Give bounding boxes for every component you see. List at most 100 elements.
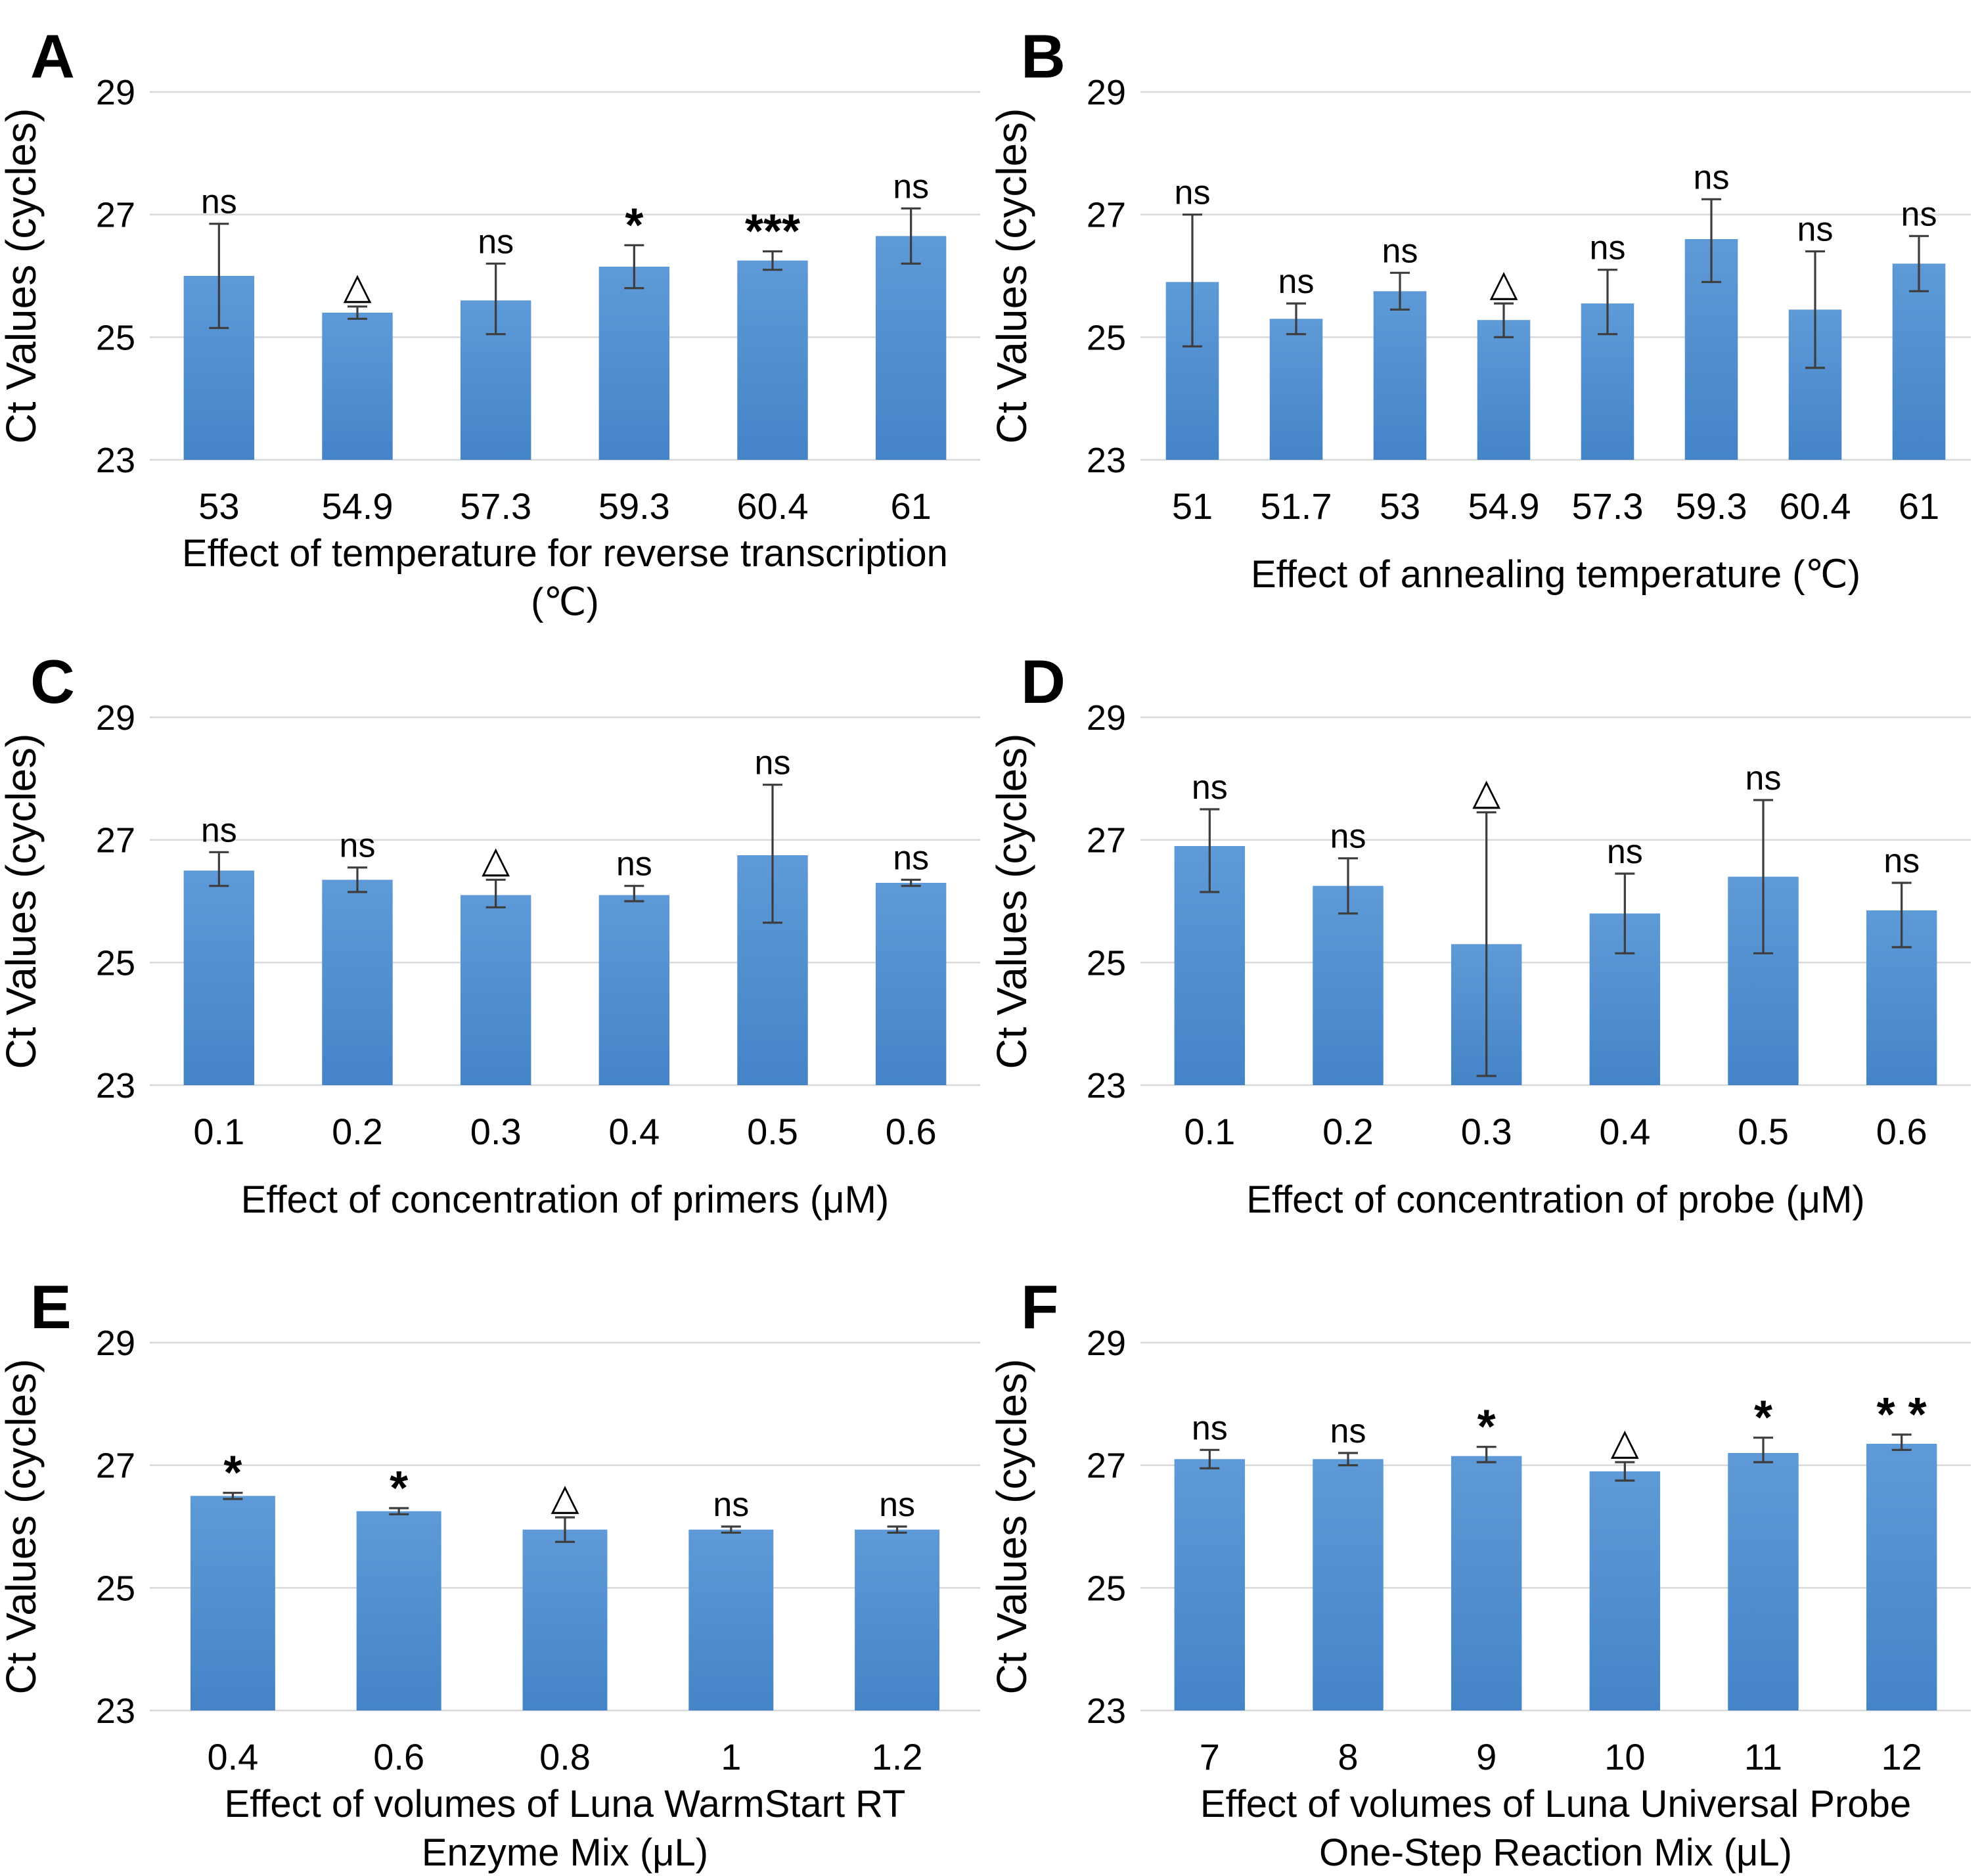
x-axis-tick-label: 11 xyxy=(1744,1736,1782,1777)
bar xyxy=(1373,291,1427,460)
bar xyxy=(1728,1453,1799,1710)
significance-label: ns xyxy=(1694,158,1730,196)
chart-reaction-mix-volume: F 23 25 27 29 Ct Values (cycles) ns 7 ns 8 * 9 △ 10 * 1… xyxy=(991,1272,1971,1874)
y-axis-tick-label: 27 xyxy=(96,1446,135,1486)
x-axis-tick-label: 0.6 xyxy=(886,1111,937,1152)
chart-primer-concentration: C 23 25 27 29 Ct Values (cycles) ns 0.1 ns 0.2 △ 0.… xyxy=(0,647,980,1221)
significance-label: ns xyxy=(1590,229,1626,267)
optimum-triangle-marker: △ xyxy=(551,1476,579,1517)
panel-b: B 23 25 27 29 Ct Values (cycles) ns 51 ns 51.7 ns 5… xyxy=(991,0,1982,625)
significance-label: ns xyxy=(1607,833,1643,871)
significance-label: ns xyxy=(1192,1409,1228,1447)
bar xyxy=(598,267,670,460)
bar xyxy=(688,1529,774,1710)
panel-f: F 23 25 27 29 Ct Values (cycles) ns 7 ns 8 * 9 △ 10 * 1… xyxy=(991,1251,1982,1876)
optimum-triangle-marker: △ xyxy=(343,265,371,307)
significance-label: ns xyxy=(1883,842,1920,880)
significance-label: ns xyxy=(1278,263,1315,301)
y-axis-tick-label: 25 xyxy=(1087,1569,1126,1608)
bar xyxy=(1866,1444,1937,1710)
panel-c: C 23 25 27 29 Ct Values (cycles) ns 0.1 ns 0.2 △ 0.… xyxy=(0,625,991,1251)
y-axis-tick-label: 25 xyxy=(1087,943,1126,983)
x-axis-tick-label: 12 xyxy=(1881,1736,1922,1777)
y-axis-tick-label: 23 xyxy=(96,1066,135,1106)
x-axis-tick-label: 54.9 xyxy=(322,485,394,527)
significance-label: ns xyxy=(1797,211,1834,249)
panel-letter: B xyxy=(1021,22,1066,91)
bar xyxy=(522,1529,608,1710)
y-axis-tick-label: 25 xyxy=(96,943,135,983)
panel-a: A 23 25 27 29 Ct Values (cycles) ns 53 △ 54.9 ns 57… xyxy=(0,0,991,625)
significance-label: ns xyxy=(755,744,791,782)
x-axis-title: Effect of annealing temperature (℃) xyxy=(1251,553,1860,596)
x-axis-title: (℃) xyxy=(531,581,599,623)
chart-annealing-temperature: B 23 25 27 29 Ct Values (cycles) ns 51 ns 51.7 ns 5… xyxy=(991,22,1971,596)
x-axis-tick-label: 60.4 xyxy=(737,485,809,527)
panel-e: E 23 25 27 29 Ct Values (cycles) * 0.4 * 0.6 △ 0.8 n… xyxy=(0,1251,991,1876)
y-axis-tick-label: 27 xyxy=(1087,1446,1126,1486)
y-axis-tick-label: 23 xyxy=(96,441,135,480)
y-axis-tick-label: 25 xyxy=(1087,318,1126,357)
optimum-triangle-marker: △ xyxy=(1611,1421,1639,1462)
bar xyxy=(1313,885,1384,1085)
x-axis-title: Effect of concentration of primers (μM) xyxy=(241,1178,889,1221)
significance-asterisk: * * xyxy=(1877,1389,1927,1441)
bar xyxy=(460,895,531,1085)
x-axis-tick-label: 0.6 xyxy=(373,1736,424,1777)
bar xyxy=(356,1511,441,1710)
significance-label: ns xyxy=(201,183,237,221)
x-axis-tick-label: 57.3 xyxy=(1572,485,1644,527)
bar xyxy=(1451,1456,1522,1710)
panel-letter: F xyxy=(1021,1272,1058,1341)
y-axis-tick-label: 23 xyxy=(1087,441,1126,480)
significance-asterisk: * xyxy=(625,199,643,252)
x-axis-tick-label: 59.3 xyxy=(1676,485,1747,527)
x-axis-title: One-Step Reaction Mix (μL) xyxy=(1319,1831,1792,1874)
significance-label: ns xyxy=(893,839,929,877)
panel-letter: A xyxy=(30,22,75,91)
x-axis-title: Effect of volumes of Luna Universal Prob… xyxy=(1200,1783,1911,1825)
x-axis-tick-label: 0.2 xyxy=(332,1111,383,1152)
x-axis-tick-label: 0.8 xyxy=(539,1736,591,1777)
y-axis-title: Ct Values (cycles) xyxy=(0,734,45,1069)
significance-label: ns xyxy=(340,827,376,865)
significance-label: ns xyxy=(1746,759,1782,797)
bar xyxy=(1174,1459,1246,1710)
x-axis-tick-label: 0.4 xyxy=(207,1736,258,1777)
significance-label: ns xyxy=(879,1486,915,1524)
significance-label: ns xyxy=(1192,769,1228,807)
bar xyxy=(1269,319,1323,460)
x-axis-tick-label: 60.4 xyxy=(1780,485,1851,527)
bar xyxy=(1313,1459,1384,1710)
x-axis-tick-label: 0.1 xyxy=(193,1111,244,1152)
x-axis-tick-label: 53 xyxy=(1380,485,1420,527)
bar xyxy=(190,1496,275,1710)
significance-label: ns xyxy=(478,223,514,261)
y-axis-title: Ct Values (cycles) xyxy=(991,1359,1035,1695)
x-axis-title: Effect of temperature for reverse transc… xyxy=(182,532,948,575)
panel-letter: C xyxy=(30,647,75,716)
x-axis-title: Effect of volumes of Luna WarmStart RT xyxy=(225,1783,906,1825)
significance-asterisk: * xyxy=(1754,1392,1772,1444)
bar xyxy=(1589,1471,1661,1710)
significance-asterisk: * xyxy=(1477,1401,1496,1454)
x-axis-tick-label: 9 xyxy=(1476,1736,1497,1777)
y-axis-tick-label: 29 xyxy=(96,1324,135,1363)
optimum-triangle-marker: △ xyxy=(1489,262,1518,303)
y-axis-tick-label: 29 xyxy=(1087,73,1126,112)
significance-asterisk: * xyxy=(390,1462,408,1515)
panel-letter: E xyxy=(30,1272,72,1341)
x-axis-tick-label: 0.4 xyxy=(608,1111,660,1152)
y-axis-tick-label: 29 xyxy=(1087,698,1126,738)
bar xyxy=(1477,320,1531,460)
panel-letter: D xyxy=(1021,647,1066,716)
significance-label: ns xyxy=(1901,195,1937,233)
x-axis-tick-label: 61 xyxy=(1899,485,1939,527)
significance-label: ns xyxy=(1175,174,1211,212)
bar xyxy=(737,260,808,460)
y-axis-tick-label: 29 xyxy=(96,698,135,738)
y-axis-tick-label: 29 xyxy=(96,73,135,112)
y-axis-tick-label: 23 xyxy=(96,1691,135,1731)
y-axis-tick-label: 29 xyxy=(1087,1324,1126,1363)
